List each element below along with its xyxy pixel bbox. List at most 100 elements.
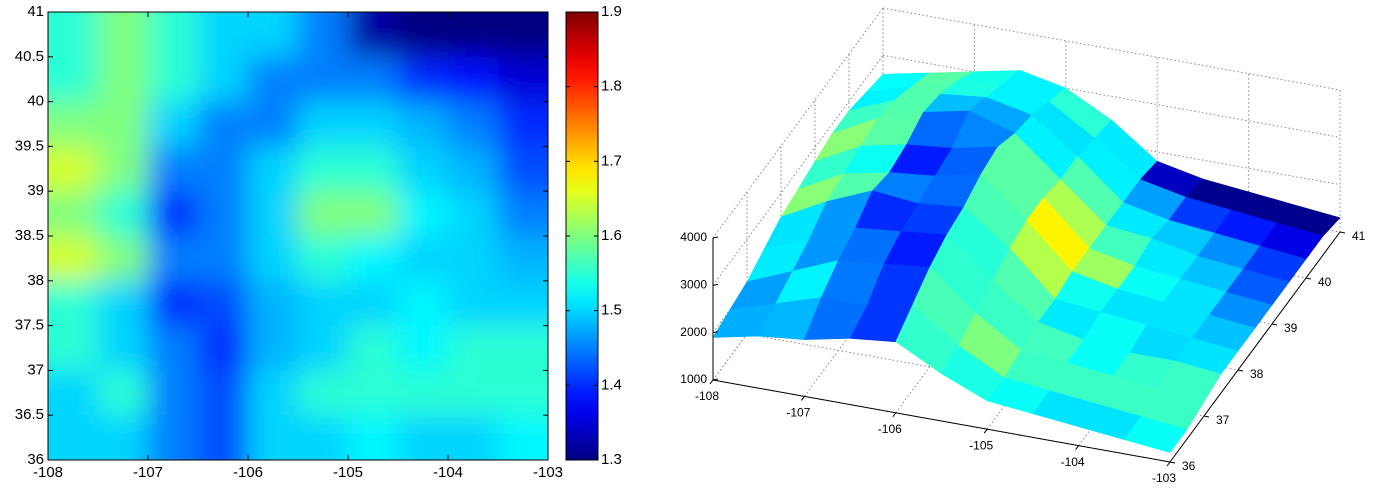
heatmap-cell <box>398 280 449 327</box>
x-tick <box>1075 445 1079 450</box>
heatmap-cell <box>198 101 249 148</box>
heatmap-cell <box>298 236 349 282</box>
heatmap-cell <box>98 146 149 193</box>
heatmap-cell <box>148 12 199 58</box>
y-axis <box>1169 231 1341 463</box>
x-tick-label: -103 <box>1152 471 1176 485</box>
colorbar-label: 1.6 <box>601 227 622 244</box>
surface-plot: -108 -107 -106 -105 -104 -103 36 37 38 39 40 41 1000… <box>680 7 1366 485</box>
x-tick <box>801 396 805 401</box>
heatmap-cell <box>48 191 99 237</box>
heatmap-cell <box>448 236 499 282</box>
x-tick-label: -108 <box>33 464 63 481</box>
y-tick-label: 37.5 <box>15 317 44 334</box>
x-tick-label: -105 <box>333 464 363 481</box>
x-tick-label: -104 <box>1061 455 1085 469</box>
surface-patch <box>1123 416 1188 453</box>
colorbar-label: 1.4 <box>601 376 622 393</box>
y-tick-label: 36.5 <box>15 406 44 423</box>
y-tick <box>1169 461 1176 464</box>
heatmap-cell <box>248 370 299 417</box>
x-tick-label: -104 <box>433 464 463 481</box>
heatmap-cell <box>498 101 548 148</box>
y-tick-label: 39 <box>1284 321 1298 335</box>
x-tick-label: -106 <box>878 422 902 436</box>
heatmap-cell <box>198 370 249 417</box>
heatmap-cell <box>348 56 399 103</box>
heatmap-cell <box>448 415 499 460</box>
z-tick-label: 2000 <box>680 325 707 339</box>
heatmap-cell <box>398 146 449 193</box>
heatmap-cell <box>148 191 199 237</box>
heatmap-cell <box>398 236 449 282</box>
heatmap-cell <box>148 370 199 417</box>
heatmap-cell <box>298 415 349 460</box>
heatmap-cell <box>398 370 449 417</box>
y-tick <box>1305 277 1312 280</box>
heatmap-cell <box>448 325 499 372</box>
x-axis <box>712 379 1171 463</box>
y-tick-label: 39.5 <box>15 137 44 154</box>
z-tick-label: 4000 <box>680 230 707 244</box>
heatmap-cell <box>348 146 399 193</box>
heatmap-cell <box>498 12 548 58</box>
heatmap-cell <box>398 101 449 148</box>
heatmap-cell <box>348 236 399 282</box>
y-tick-label: 37 <box>1216 413 1230 427</box>
grid-line <box>882 54 1341 138</box>
heatmap-cell <box>148 280 199 327</box>
heatmap-cell <box>448 101 499 148</box>
colorbar-label: 1.8 <box>601 78 622 95</box>
heatmap-cell <box>48 415 99 460</box>
colorbar-label: 1.9 <box>601 3 622 20</box>
heatmap-cell <box>248 12 299 58</box>
heatmap-cell <box>348 370 399 417</box>
heatmap-cell <box>398 12 449 58</box>
heatmap-cell <box>198 12 249 58</box>
heatmap-cell <box>198 325 249 372</box>
heatmap-cell <box>398 56 449 103</box>
heatmap-cell <box>48 56 99 103</box>
y-tick-label: 38 <box>27 272 44 289</box>
heatmap-cell <box>348 415 399 460</box>
heatmap-cell <box>198 280 249 327</box>
heatmap-cell <box>498 280 548 327</box>
y-tick <box>1339 231 1346 234</box>
heatmap-cell <box>148 236 199 282</box>
heatmap-cell <box>348 101 399 148</box>
heatmap-cells <box>48 12 548 460</box>
heatmap-cell <box>148 56 199 103</box>
y-tick-label: 39 <box>27 182 44 199</box>
heatmap-cell <box>148 146 199 193</box>
heatmap-cell <box>98 415 149 460</box>
heatmap-cell <box>148 325 199 372</box>
heatmap-cell <box>298 370 349 417</box>
heatmap-cell <box>498 236 548 282</box>
y-tick <box>1237 369 1244 372</box>
z-tick <box>712 331 719 334</box>
x-tick-label: -108 <box>695 389 719 403</box>
heatmap-cell <box>298 280 349 327</box>
heatmap-cell <box>198 236 249 282</box>
heatmap-cell <box>298 191 349 237</box>
heatmap-cell <box>298 101 349 148</box>
z-tick <box>712 236 719 239</box>
z-tick <box>712 378 719 381</box>
grid-line <box>882 7 1341 91</box>
x-tick-label: -107 <box>786 406 810 420</box>
heatmap-cell <box>48 280 99 327</box>
y-tick-label: 36 <box>27 451 44 468</box>
x-tick <box>892 412 897 418</box>
heatmap-cell <box>48 370 99 417</box>
colorbar-label: 1.3 <box>601 451 622 468</box>
heatmap-cell <box>348 280 399 327</box>
heatmap-cell <box>98 236 149 282</box>
heatmap-cell <box>48 325 99 372</box>
heatmap-cell <box>498 370 548 417</box>
heatmap-cell <box>98 12 149 58</box>
heatmap-cell <box>48 101 99 148</box>
heatmap-cell <box>448 12 499 58</box>
heatmap-cell <box>398 415 449 460</box>
heatmap-cell <box>48 236 99 282</box>
